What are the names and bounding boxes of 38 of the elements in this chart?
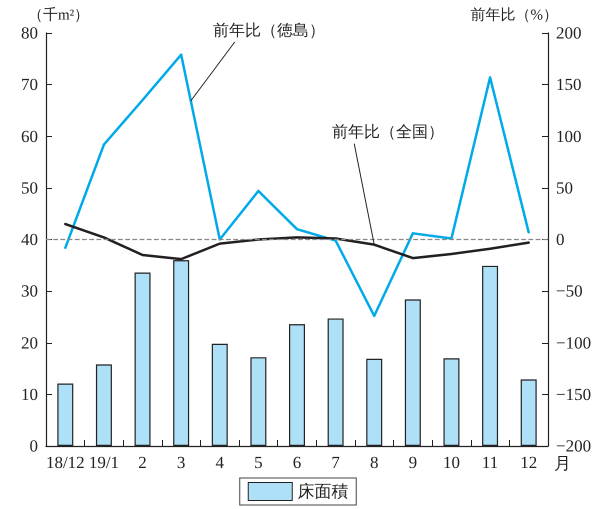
x-tick-label: 19/1 xyxy=(88,453,120,472)
y-tick-label: 20 xyxy=(21,333,38,352)
y-tick-label: 50 xyxy=(21,178,38,198)
y-tick-label: 40 xyxy=(21,230,38,249)
y2-tick-label: 100 xyxy=(556,126,582,146)
legend-label: 床面積 xyxy=(297,482,348,501)
x-tick-label: 8 xyxy=(370,453,378,472)
x-tick-label: 12 xyxy=(520,453,538,472)
y-tick-label: 10 xyxy=(21,384,38,404)
y2-tick-label: 200 xyxy=(556,24,582,42)
y2-tick-label: 50 xyxy=(556,178,573,198)
y-axis-title: （千m²） xyxy=(28,6,90,24)
x-tick-label: 10 xyxy=(442,453,460,472)
text: 前年比（徳島） xyxy=(212,21,325,40)
y-tick-label: 80 xyxy=(21,24,38,42)
y2-tick-label: −150 xyxy=(556,384,592,404)
x-tick-label: 2 xyxy=(138,453,147,472)
y-tick-label: 70 xyxy=(21,75,38,94)
y-tick-label: 0 xyxy=(30,436,38,456)
x-tick-label: 11 xyxy=(482,453,498,472)
x-tick-label: 5 xyxy=(254,453,263,472)
y2-tick-label: −200 xyxy=(556,436,592,456)
y2-tick-label: −100 xyxy=(556,333,592,352)
x-tick-label: 3 xyxy=(176,453,186,472)
y-tick-label: 30 xyxy=(21,282,38,301)
line-series xyxy=(64,53,530,318)
x-tick-label: 9 xyxy=(408,453,418,472)
x-tick-label: 18/12 xyxy=(46,453,85,472)
y2-tick-label: −50 xyxy=(556,282,583,301)
y2-tick-label: 0 xyxy=(556,230,564,249)
x-axis-title: 月 xyxy=(554,454,571,473)
y2-axis-title: 前年比（%） xyxy=(470,6,558,24)
text: 前年比（全国） xyxy=(332,123,444,142)
y-tick-label: 60 xyxy=(21,126,38,146)
x-tick-label: 7 xyxy=(331,453,340,472)
x-tick-label: 6 xyxy=(292,453,302,472)
y2-tick-label: 150 xyxy=(556,75,582,94)
x-tick-label: 4 xyxy=(216,453,225,472)
